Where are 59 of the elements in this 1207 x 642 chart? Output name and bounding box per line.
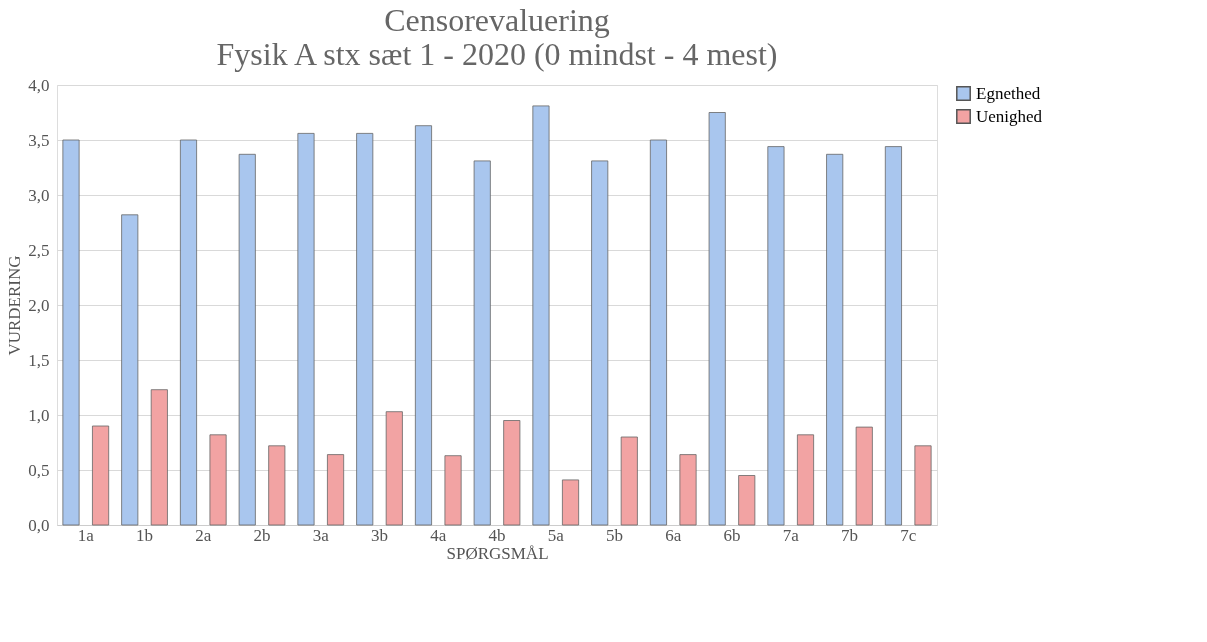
bar [209, 434, 227, 526]
x-tick-label: 5b [605, 525, 623, 545]
bar [92, 425, 110, 526]
bar [385, 411, 403, 526]
x-tick-label: 3b [371, 525, 389, 545]
bar [327, 454, 345, 526]
x-tick-label: 4b [488, 525, 506, 545]
bar [238, 153, 256, 526]
bar [796, 434, 815, 526]
bar [767, 146, 785, 526]
x-tick-label: 7b [840, 525, 858, 545]
y-axis-title: VURDERING [5, 255, 25, 356]
bar [826, 153, 844, 526]
y-tick-label: 1,0 [28, 405, 50, 425]
y-tick-label: 2,0 [28, 295, 50, 315]
bar [591, 160, 609, 526]
bar [356, 133, 374, 526]
x-tick-label: 4a [430, 525, 447, 545]
bar [738, 475, 756, 526]
x-tick-label: 5a [547, 525, 565, 545]
bar [708, 112, 726, 526]
bar [150, 389, 168, 526]
bar [884, 146, 902, 526]
x-tick-label: 1b [136, 525, 154, 545]
bar [620, 436, 638, 526]
y-tick-label: 0,5 [28, 460, 50, 480]
y-tick-label: 4,0 [28, 75, 50, 95]
bar [679, 454, 697, 526]
y-tick-label: 1,5 [28, 350, 50, 370]
y-tick-label: 0,0 [28, 515, 50, 535]
x-tick-label: 1a [77, 525, 95, 545]
y-tick-label: 3,0 [28, 185, 50, 205]
bar [121, 214, 139, 526]
y-tick-label: 3,5 [28, 130, 50, 150]
bar [297, 133, 315, 526]
chart-title: Censorevaluering Fysik A stx sæt 1 - 2020 (0 mindst - 4 mest) [216, 2, 778, 72]
bar [649, 139, 667, 526]
bar [532, 105, 550, 526]
x-axis-title: SPØRGSMÅL [446, 543, 549, 563]
x-tick-label: 7a [782, 525, 800, 545]
bar [473, 160, 491, 526]
legend-label: Uenighed [976, 106, 1043, 126]
x-tick-label: 3a [312, 525, 330, 545]
bar [268, 445, 286, 526]
bar [179, 139, 198, 526]
bar [562, 479, 580, 526]
x-tick-label: 2b [253, 525, 271, 545]
bar [444, 455, 462, 526]
bar [503, 420, 521, 526]
legend-label: Egnethed [976, 83, 1041, 103]
x-tick-label: 6a [665, 525, 682, 545]
x-tick-label: 7c [900, 525, 917, 545]
y-tick-label: 2,5 [28, 240, 50, 260]
bar [414, 125, 432, 526]
bar [855, 426, 873, 526]
x-tick-label: 2a [195, 525, 212, 545]
bar [62, 139, 80, 526]
bar [914, 445, 932, 526]
x-tick-label: 6b [723, 525, 741, 545]
